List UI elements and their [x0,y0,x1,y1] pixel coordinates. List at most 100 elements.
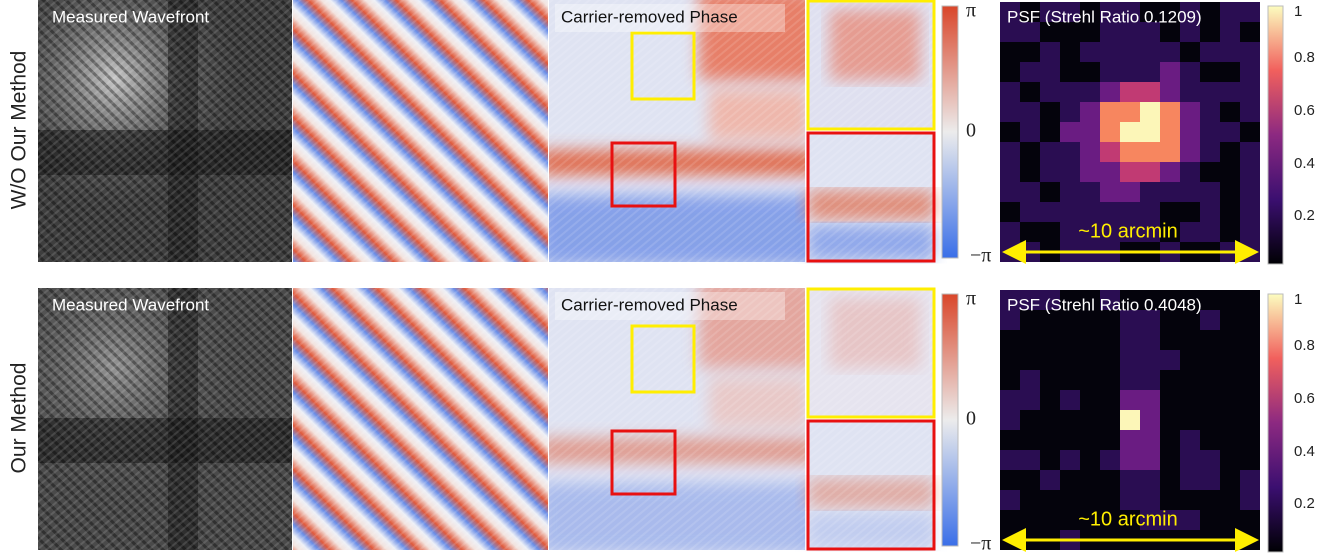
psf-pixel [1100,122,1120,142]
psf-pixel [1120,122,1140,142]
psf-pixel [1120,162,1140,182]
panel-label: Measured Wavefront [52,7,209,26]
psf-pixel [1060,162,1080,182]
psf-pixel [1060,222,1080,242]
psf-pixel [1200,142,1220,162]
psf-pixel [1200,182,1220,202]
psf-pixel [1180,430,1200,450]
zoom-texture [808,289,934,549]
psf-pixel [1080,102,1100,122]
psf-pixel [1080,122,1100,142]
psf-pixel [1140,82,1160,102]
psf-pixel [1000,102,1020,122]
psf-pixel [1060,182,1080,202]
psf-pixel [1140,490,1160,510]
psf-pixel [1040,142,1060,162]
psf-pixel [1180,162,1200,182]
psf-pixel [1240,490,1260,510]
psf-pixel [1020,370,1040,390]
psf-pixel [1020,122,1040,142]
psf-pixel [1200,102,1220,122]
phase-colorbar [942,294,958,546]
psf-pixel [1120,450,1140,470]
psf-pixel [1140,430,1160,450]
fringe-texture [293,288,548,550]
psf-pixel [1140,390,1160,410]
psf-pixel [1160,350,1180,370]
colorbar-tick-label: π [966,288,976,310]
psf-pixel [1180,222,1200,242]
psf-pixel [1060,450,1080,470]
psf-pixel [1100,62,1120,82]
psf-pixel [1040,202,1060,222]
psf-pixel [1100,82,1120,102]
phase-colorbar [942,6,958,258]
psf-pixel [1140,142,1160,162]
colorbar-tick-label: 0.4 [1294,155,1315,172]
psf-pixel [1160,182,1180,202]
zoom-texture [808,1,934,261]
psf-pixel [1140,410,1160,430]
fringe-texture [293,0,548,262]
psf-pixel [1160,102,1180,122]
psf-pixel [1220,82,1240,102]
psf-pixel [1080,82,1100,102]
psf-pixel [1120,330,1140,350]
psf-pixel [1140,202,1160,222]
psf-pixel [1140,450,1160,470]
panel-label: Measured Wavefront [52,295,209,314]
psf-pixel [1000,82,1020,102]
psf-pixel [1220,22,1240,42]
psf-pixel [1180,450,1200,470]
psf-pixel [1080,162,1100,182]
psf-pixel [1120,430,1140,450]
psf-pixel [1200,470,1220,490]
psf-pixel [1120,470,1140,490]
psf-pixel [1080,42,1100,62]
psf-pixel [1000,182,1020,202]
psf-pixel [1140,42,1160,62]
psf-pixel [1200,310,1220,330]
row: W/O Our MethodMeasured WavefrontCarrier-… [8,0,1315,267]
psf-pixel [1120,62,1140,82]
colorbar-tick-label: 0.2 [1294,207,1315,224]
psf-pixel [1140,162,1160,182]
psf-pixel [1120,42,1140,62]
wavefront-texture [38,288,292,550]
phase-texture [549,0,805,262]
colorbar-tick-label: −π [970,245,991,267]
psf-pixel [1000,490,1020,510]
psf-pixel [1200,122,1220,142]
psf-pixel [1220,122,1240,142]
scale-label: ~10 arcmin [1078,220,1178,242]
psf-pixel [1240,142,1260,162]
colorbar-tick-label: 0.8 [1294,337,1315,354]
psf-pixel [1120,202,1140,222]
psf-pixel [1020,450,1040,470]
scale-label: ~10 arcmin [1078,508,1178,530]
panel-label: Carrier-removed Phase [561,295,738,314]
psf-pixel [1180,122,1200,142]
psf-colorbar [1268,6,1283,264]
psf-pixel [1000,162,1020,182]
psf-pixel [1140,330,1160,350]
psf-pixel [1080,202,1100,222]
psf-pixel [1240,182,1260,202]
psf-pixel [1100,450,1120,470]
psf-pixel [1040,162,1060,182]
psf-pixel [1240,2,1260,22]
psf-pixel [1100,162,1120,182]
psf-pixel [1020,102,1040,122]
psf-pixel [1060,122,1080,142]
psf-pixel [1180,142,1200,162]
colorbar-tick-label: π [966,0,976,22]
colorbar-tick-label: 0.8 [1294,49,1315,66]
psf-pixel [1060,142,1080,162]
psf-pixel [1120,490,1140,510]
psf-pixel [1080,142,1100,162]
psf-pixel [1240,82,1260,102]
colorbar-tick-label: 0.4 [1294,443,1315,460]
psf-colorbar [1268,294,1283,552]
row-label: Our Method [8,363,31,474]
psf-pixel [1240,222,1260,242]
